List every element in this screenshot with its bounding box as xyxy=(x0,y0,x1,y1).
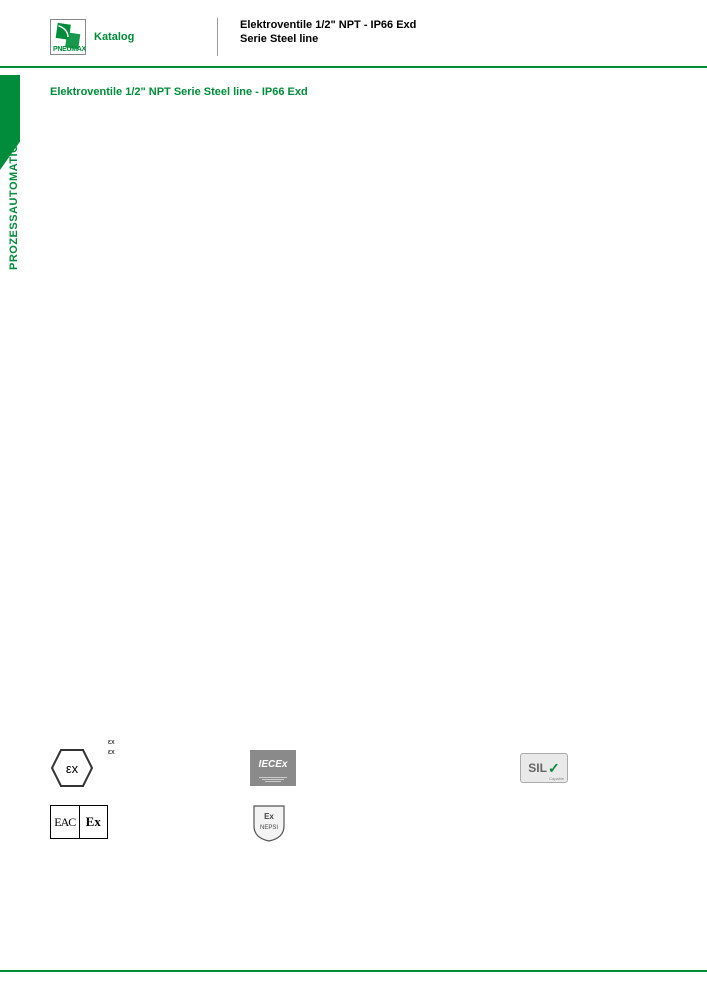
header-title-line1: Elektroventile 1/2" NPT - IP66 Exd xyxy=(240,18,416,32)
cert-row-2: EAC Ex Ex NEPSI xyxy=(50,802,670,842)
sil-label: SIL xyxy=(528,761,547,775)
side-category-label: PROZESSAUTOMATION xyxy=(8,135,20,270)
atex-hex-icon: εx xyxy=(50,748,94,788)
certifications: εx IECEx SIL✓ Capable EAC xyxy=(50,748,670,856)
eacex-left: EAC xyxy=(51,806,79,838)
eacex-cert: EAC Ex xyxy=(50,802,250,842)
eacex-right: Ex xyxy=(79,806,108,838)
eacex-icon: EAC Ex xyxy=(50,805,108,839)
sil-sub: Capable xyxy=(549,776,564,781)
sil-cert: SIL✓ Capable xyxy=(520,748,670,788)
nepsi-cert: Ex NEPSI xyxy=(250,802,520,842)
footer-rule xyxy=(0,970,707,972)
katalog-label: Katalog xyxy=(94,31,134,43)
cert-row-1: εx IECEx SIL✓ Capable xyxy=(50,748,670,788)
sil-icon: SIL✓ Capable xyxy=(520,753,568,783)
brand-logo: PNEUMAX xyxy=(50,19,86,55)
svg-text:Ex: Ex xyxy=(264,812,274,821)
iecex-icon: IECEx xyxy=(250,750,296,786)
logo-block: PNEUMAX Katalog xyxy=(50,18,218,56)
check-icon: ✓ xyxy=(548,760,560,777)
svg-text:εx: εx xyxy=(66,761,79,776)
iecex-label: IECEx xyxy=(259,759,288,770)
header-title: Elektroventile 1/2" NPT - IP66 Exd Serie… xyxy=(228,18,416,47)
iecex-cert: IECEx xyxy=(250,748,520,788)
page-header: PNEUMAX Katalog Elektroventile 1/2" NPT … xyxy=(0,0,707,66)
section-title: Elektroventile 1/2" NPT Serie Steel line… xyxy=(0,68,707,98)
header-title-line2: Serie Steel line xyxy=(240,32,416,46)
ex-circle-icon: εx xyxy=(108,739,115,746)
brand-name: PNEUMAX xyxy=(53,46,86,53)
svg-text:NEPSI: NEPSI xyxy=(260,825,278,831)
nepsi-icon: Ex NEPSI xyxy=(250,802,288,842)
atex-cert: εx xyxy=(50,748,250,788)
